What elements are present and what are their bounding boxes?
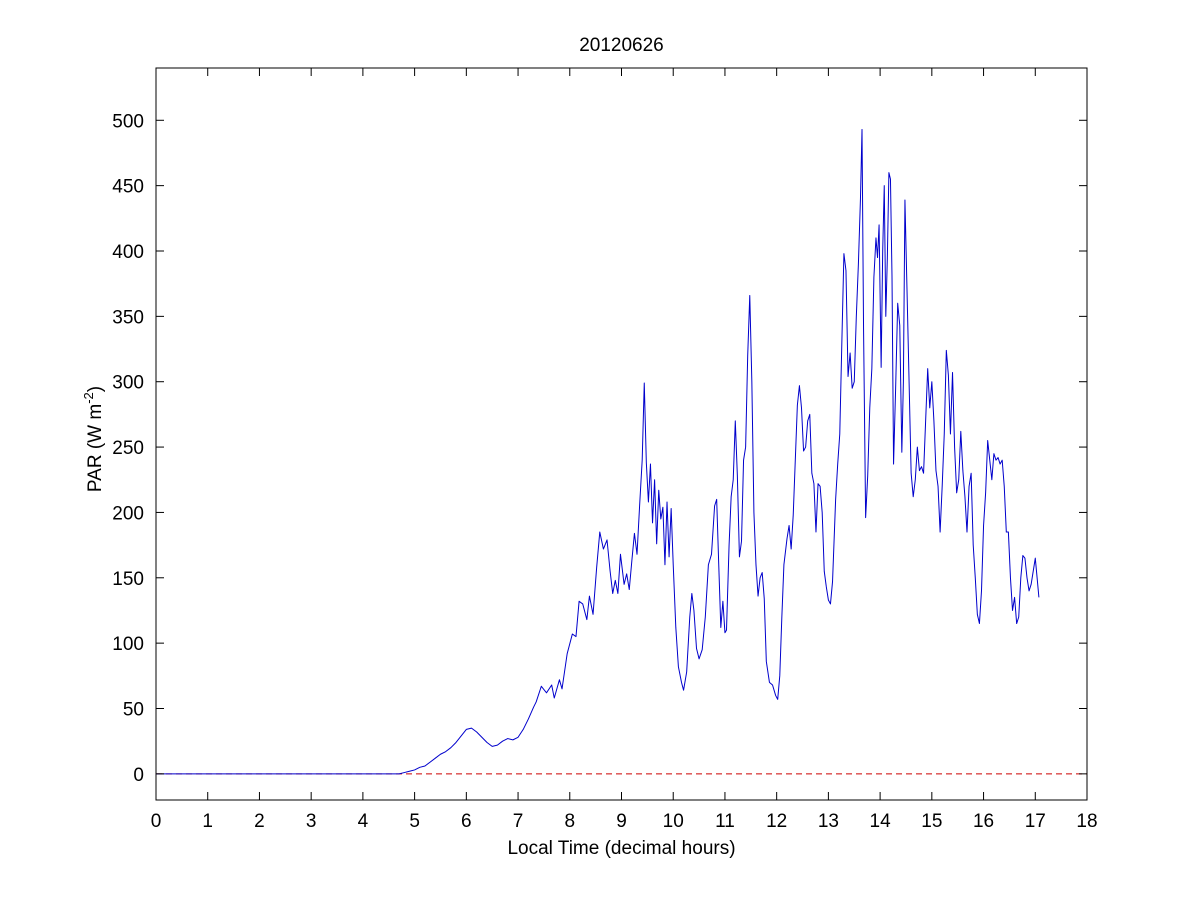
x-tick-label: 10 [663,811,684,832]
x-tick-label: 15 [921,811,942,832]
x-tick-label: 1 [202,811,213,832]
chart-title: 20120626 [579,35,664,56]
x-tick-label: 2 [254,811,265,832]
y-tick-label: 450 [112,177,144,198]
y-tick-label: 200 [112,503,144,524]
series-group [156,128,1040,775]
x-tick-label: 6 [461,811,472,832]
x-tick-label: 13 [818,811,839,832]
y-tick-label: 400 [112,242,144,263]
plot-area: 0 1 2 3 4 5 6 7 8 9 10 11 12 13 14 15 16 17 18 05010015020… [112,67,1098,832]
x-tick-label: 3 [306,811,317,832]
x-axis-title: Local Time (decimal hours) [507,838,735,859]
x-tick-label: 16 [973,811,994,832]
y-axis-title-exponent: -2 [81,392,96,404]
x-tick-label: 11 [715,811,735,832]
y-axis-title-suffix: ) [85,386,106,392]
par-series-line [156,128,1040,775]
x-tick-label: 18 [1076,811,1097,832]
x-tick-label: 14 [870,811,892,832]
y-tick-label: 100 [112,634,144,655]
y-tick-label: 300 [112,373,144,394]
y-tick-label: 0 [133,765,144,786]
y-tick-label: 350 [112,307,144,328]
x-tick-label: 9 [616,811,627,832]
x-tick-label: 17 [1025,811,1046,832]
x-tick-label: 8 [564,811,575,832]
y-axis-ticks: 0 50 100 150 200 250 300 350 400 450 500 [112,111,1087,786]
y-tick-label: 500 [112,111,144,132]
y-axis-title-main: PAR (W m [85,404,106,492]
x-axis-ticks: 0 1 2 3 4 5 6 7 8 9 10 11 12 13 14 15 16 17 18 [151,68,1098,832]
x-tick-label: 0 [151,811,162,832]
x-tick-label: 12 [766,811,787,832]
x-tick-label: 4 [358,811,369,832]
y-tick-label: 250 [112,438,144,459]
x-tick-label: 7 [513,811,524,832]
x-tick-label: 5 [409,811,420,832]
y-tick-label: 150 [112,569,144,590]
y-axis-title: PAR (W m-2) [81,386,106,492]
y-tick-label: 50 [123,700,144,721]
